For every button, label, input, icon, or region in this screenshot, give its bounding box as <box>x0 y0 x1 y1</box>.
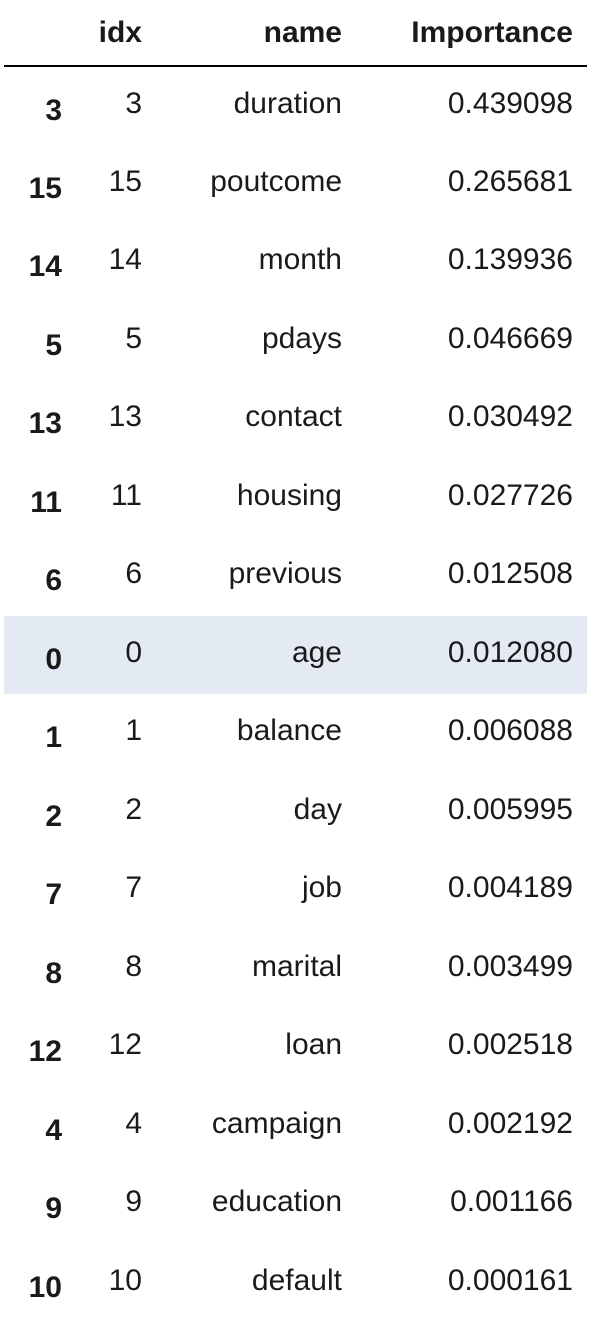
row-index: 9 <box>4 1165 72 1244</box>
cell-idx: 5 <box>72 302 156 381</box>
cell-idx: 9 <box>72 1165 156 1244</box>
cell-importance: 0.139936 <box>356 223 587 302</box>
cell-importance: 0.001166 <box>356 1165 587 1244</box>
column-header-idx: idx <box>72 0 156 66</box>
cell-importance: 0.012508 <box>356 537 587 616</box>
row-index: 2 <box>4 773 72 852</box>
cell-importance: 0.000161 <box>356 1244 587 1322</box>
cell-name: day <box>156 773 356 852</box>
cell-importance: 0.012080 <box>356 616 587 695</box>
cell-name: previous <box>156 537 356 616</box>
row-index: 3 <box>4 66 72 145</box>
cell-importance: 0.003499 <box>356 930 587 1009</box>
cell-name: campaign <box>156 1087 356 1166</box>
row-index: 13 <box>4 380 72 459</box>
row-index: 6 <box>4 537 72 616</box>
cell-idx: 11 <box>72 459 156 538</box>
cell-importance: 0.265681 <box>356 145 587 224</box>
cell-idx: 14 <box>72 223 156 302</box>
cell-name: poutcome <box>156 145 356 224</box>
cell-idx: 7 <box>72 851 156 930</box>
row-index: 7 <box>4 851 72 930</box>
cell-idx: 3 <box>72 66 156 145</box>
cell-name: duration <box>156 66 356 145</box>
cell-idx: 12 <box>72 1008 156 1087</box>
cell-name: contact <box>156 380 356 459</box>
cell-idx: 0 <box>72 616 156 695</box>
cell-name: age <box>156 616 356 695</box>
cell-idx: 8 <box>72 930 156 1009</box>
cell-name: housing <box>156 459 356 538</box>
row-index: 12 <box>4 1008 72 1087</box>
cell-importance: 0.002518 <box>356 1008 587 1087</box>
cell-importance: 0.030492 <box>356 380 587 459</box>
column-header-importance: Importance <box>356 0 587 66</box>
cell-name: pdays <box>156 302 356 381</box>
row-index: 4 <box>4 1087 72 1166</box>
cell-name: loan <box>156 1008 356 1087</box>
row-index: 10 <box>4 1244 72 1322</box>
cell-name: marital <box>156 930 356 1009</box>
header-row: idx name Importance <box>4 0 587 66</box>
cell-name: balance <box>156 694 356 773</box>
row-index: 11 <box>4 459 72 538</box>
cell-importance: 0.002192 <box>356 1087 587 1166</box>
cell-importance: 0.027726 <box>356 459 587 538</box>
cell-importance: 0.005995 <box>356 773 587 852</box>
cell-idx: 2 <box>72 773 156 852</box>
cell-idx: 6 <box>72 537 156 616</box>
cell-importance: 0.004189 <box>356 851 587 930</box>
row-index: 1 <box>4 694 72 773</box>
cell-idx: 15 <box>72 145 156 224</box>
cell-name: month <box>156 223 356 302</box>
cell-importance: 0.006088 <box>356 694 587 773</box>
cell-name: education <box>156 1165 356 1244</box>
cell-idx: 4 <box>72 1087 156 1166</box>
cell-name: job <box>156 851 356 930</box>
row-index: 8 <box>4 930 72 1009</box>
index-header <box>4 0 72 66</box>
cell-idx: 13 <box>72 380 156 459</box>
row-index: 14 <box>4 223 72 302</box>
cell-idx: 10 <box>72 1244 156 1322</box>
column-header-name: name <box>156 0 356 66</box>
row-index: 5 <box>4 302 72 381</box>
row-index: 15 <box>4 145 72 224</box>
cell-idx: 1 <box>72 694 156 773</box>
cell-importance: 0.439098 <box>356 66 587 145</box>
cell-importance: 0.046669 <box>356 302 587 381</box>
row-index: 0 <box>4 616 72 695</box>
cell-name: default <box>156 1244 356 1322</box>
